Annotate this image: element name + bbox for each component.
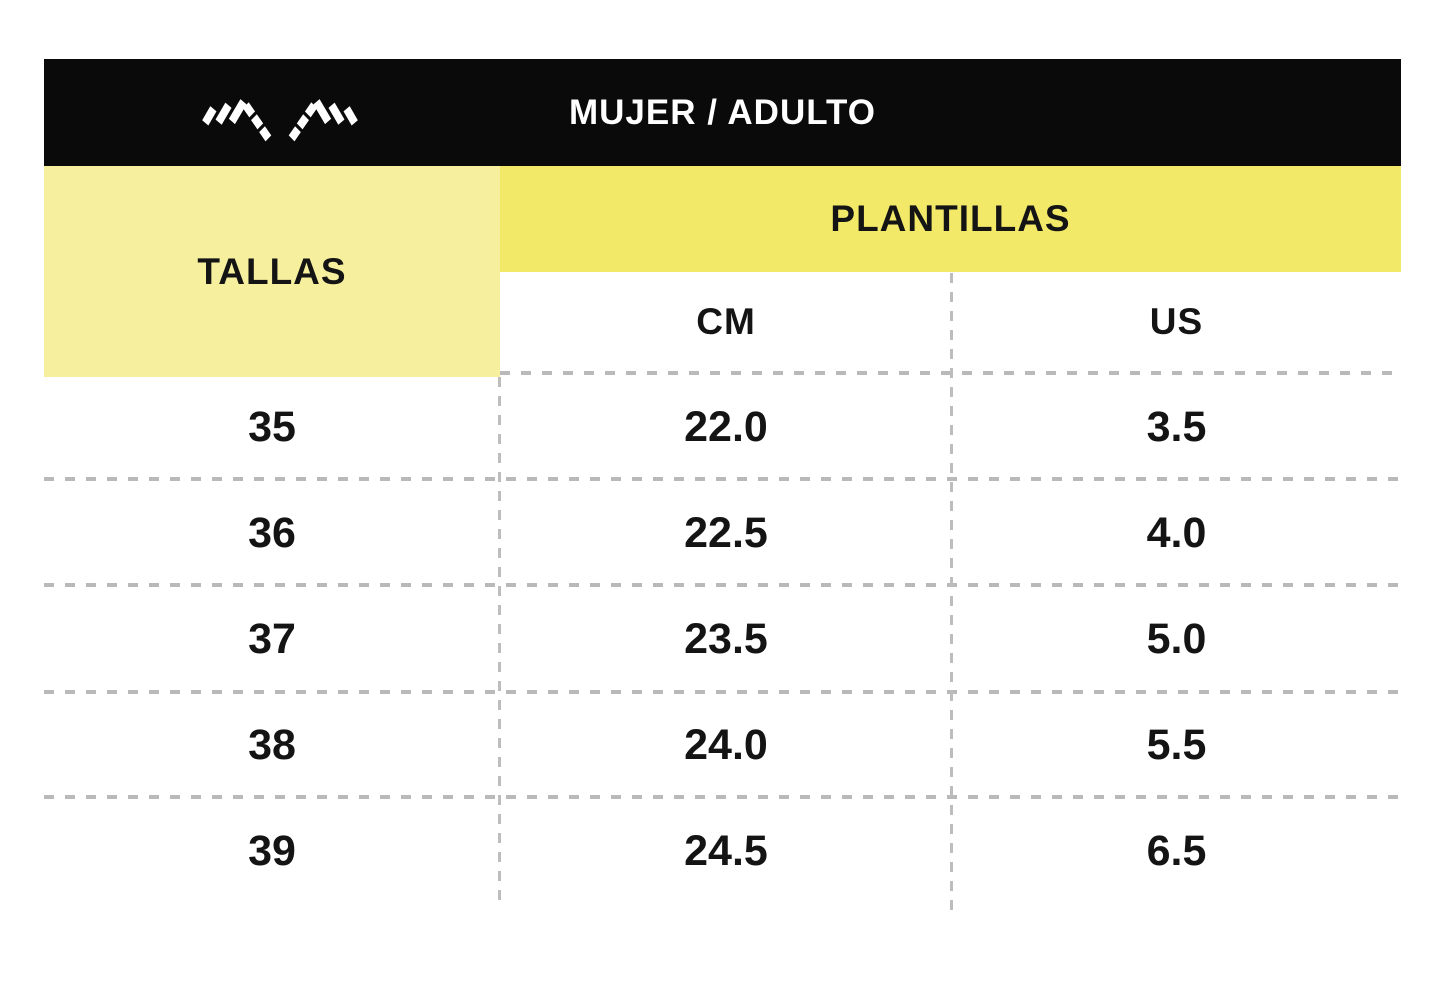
talla-value: 35: [248, 402, 296, 451]
us-value: 5.0: [1146, 614, 1207, 663]
table-row: 35 22.0 3.5: [44, 375, 1401, 479]
row-separator: [44, 690, 1401, 694]
us-value: 4.0: [1146, 508, 1207, 557]
cm-value: 24.0: [684, 720, 768, 769]
cm-value: 24.5: [684, 826, 768, 875]
table-row: 39 24.5 6.5: [44, 799, 1401, 903]
talla-value: 37: [248, 614, 296, 663]
talla-value: 36: [248, 508, 296, 557]
row-separator: [44, 477, 1401, 481]
cm-value: 23.5: [684, 614, 768, 663]
logo-left-glyph: [202, 99, 272, 142]
logo-right-glyph: [288, 99, 358, 142]
talla-value: 38: [248, 720, 296, 769]
cm-column-header: CM: [696, 301, 756, 342]
table-row: 38 24.0 5.5: [44, 693, 1401, 797]
us-column-header: US: [1149, 301, 1204, 342]
row-separator: [44, 795, 1401, 799]
table-row: 36 22.5 4.0: [44, 481, 1401, 585]
tallas-header-cell: TALLAS: [44, 166, 500, 377]
talla-value: 39: [248, 826, 296, 875]
plantillas-header-cell: PLANTILLAS: [500, 166, 1401, 272]
double-w-logo-icon: [202, 99, 358, 142]
cm-us-column-divider: [950, 273, 953, 915]
tallas-cm-column-divider: [498, 377, 501, 904]
header-title: MUJER / ADULTO: [569, 92, 876, 132]
us-value: 5.5: [1146, 720, 1207, 769]
table-row: 37 23.5 5.0: [44, 587, 1401, 691]
cm-value: 22.5: [684, 508, 768, 557]
us-value: 3.5: [1146, 402, 1207, 451]
us-value: 6.5: [1146, 826, 1207, 875]
header-bar: MUJER / ADULTO: [44, 59, 1401, 166]
row-separator: [44, 583, 1401, 587]
cm-value: 22.0: [684, 402, 768, 451]
